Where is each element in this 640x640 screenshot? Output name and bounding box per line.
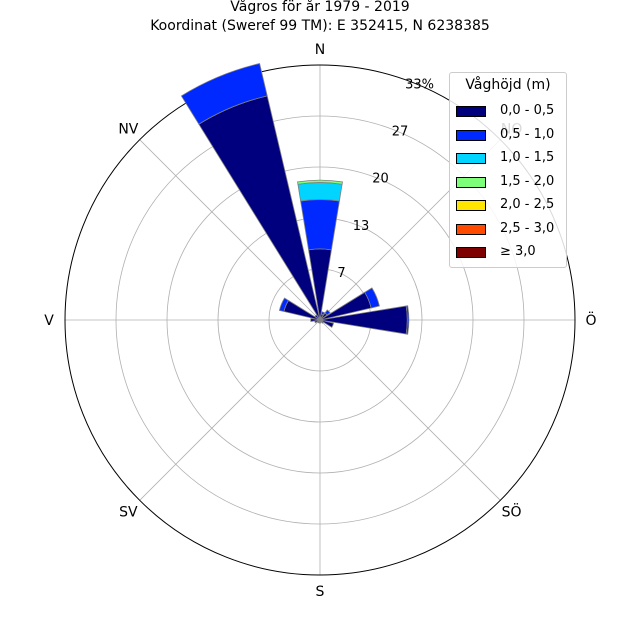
rose-bar-337.5-bin-1 xyxy=(180,63,268,125)
legend-label: 0,5 - 1,0 xyxy=(500,126,555,142)
grid-ring xyxy=(166,166,474,474)
legend-swatch xyxy=(456,153,486,164)
grid-ring xyxy=(115,115,525,525)
rose-bar-90-bin-1 xyxy=(405,305,410,335)
polar-frame xyxy=(64,64,576,576)
direction-label-sv: SV xyxy=(119,505,138,521)
rose-bar-45-bin-1 xyxy=(324,309,331,316)
direction-label-nv: NV xyxy=(118,121,138,137)
rose-bar-22.5-bin-1 xyxy=(320,311,326,316)
rose-bar-270-bin-0 xyxy=(310,318,321,322)
legend-item: 1,5 - 2,0 xyxy=(456,174,564,192)
legend-label: ≥ 3,0 xyxy=(500,244,536,259)
legend-label: 1,0 - 1,5 xyxy=(500,150,555,165)
legend-swatch xyxy=(456,106,486,117)
direction-label-sö: SÖ xyxy=(502,503,522,521)
legend-item: ≥ 3,0 xyxy=(456,244,564,262)
radial-tick-label: 20 xyxy=(372,172,389,187)
legend-swatch xyxy=(456,176,486,188)
rose-bar-0-bin-3 xyxy=(297,179,343,185)
legend-item: 2,5 - 3,0 xyxy=(456,221,564,239)
radial-tick-label: 7 xyxy=(337,266,345,281)
rose-bar-0-bin-1 xyxy=(300,199,340,251)
radial-tick-label: 33% xyxy=(405,77,434,92)
legend-swatch xyxy=(456,200,486,211)
legend-swatch xyxy=(456,247,486,258)
legend-item: 2,0 - 2,5 xyxy=(456,197,564,215)
rose-bar-315-bin-0 xyxy=(314,314,321,321)
legend: Våghöjd (m) 0,0 - 0,5 0,5 - 1,0 1,0 - 1,5 1… xyxy=(449,72,567,268)
direction-label-ö: Ö xyxy=(585,311,596,329)
rose-bar-67.5-bin-1 xyxy=(364,287,380,309)
legend-swatch xyxy=(456,223,486,235)
chart-title: Vågros för år 1979 - 2019 xyxy=(230,0,410,15)
sector-bars xyxy=(180,63,410,335)
radial-tick-label: 13 xyxy=(353,219,370,234)
chart-subtitle: Koordinat (Sweref 99 TM): E 352415, N 62… xyxy=(150,18,490,34)
legend-swatch xyxy=(456,129,486,141)
grid-spoke xyxy=(139,319,321,501)
legend-item: 0,5 - 1,0 xyxy=(456,127,564,145)
rose-bar-90-bin-0 xyxy=(319,305,408,335)
legend-item: 1,0 - 1,5 xyxy=(456,150,564,168)
direction-label-v: V xyxy=(44,313,54,329)
legend-label: 0,0 - 0,5 xyxy=(500,103,555,118)
rose-bar-112.5-bin-0 xyxy=(319,319,335,328)
direction-label-s: S xyxy=(316,584,325,600)
rose-bar-0-bin-2 xyxy=(297,182,343,202)
legend-label: 2,0 - 2,5 xyxy=(500,197,555,212)
legend-label: 2,5 - 3,0 xyxy=(500,220,555,236)
direction-label-n: N xyxy=(315,42,325,58)
radial-tick-label: 27 xyxy=(392,125,409,140)
legend-item: 0,0 - 0,5 xyxy=(456,103,564,121)
rose-bar-292.5-bin-1 xyxy=(278,297,290,312)
grid-spoke xyxy=(319,319,501,501)
legend-label: 1,5 - 2,0 xyxy=(500,173,555,189)
legend-title: Våghöjd (m) xyxy=(465,77,551,93)
grid-spoke xyxy=(139,139,321,321)
